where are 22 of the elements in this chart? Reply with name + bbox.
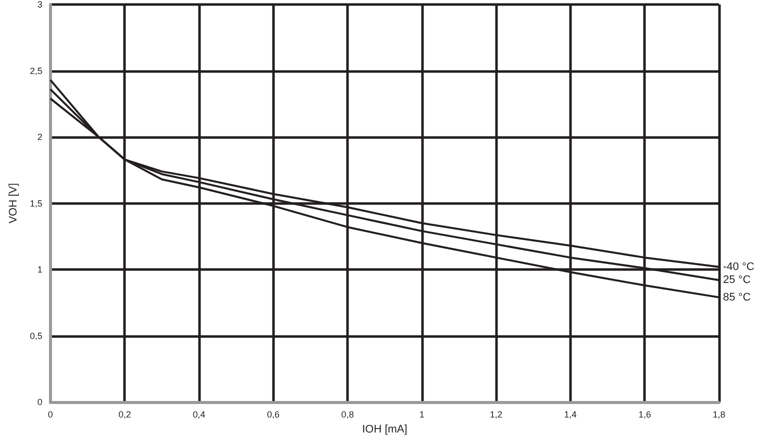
x-tick-label: 1,2 <box>490 410 502 420</box>
y-tick-label: 1 <box>37 264 42 274</box>
x-tick-label: 0,6 <box>267 410 280 420</box>
x-tick-label: 1 <box>419 410 424 420</box>
series-label: 85 °C <box>723 291 751 304</box>
y-tick-label: 2 <box>37 132 42 142</box>
x-tick-label: 1,4 <box>564 410 577 420</box>
x-tick-label: 1,8 <box>712 410 726 420</box>
y-axis-title: VOH [V] <box>8 183 20 224</box>
series-label: 25 °C <box>723 274 751 286</box>
series-label: -40 °C <box>723 260 754 273</box>
x-tick-label: 0,8 <box>341 410 354 420</box>
x-tick-label: 0,2 <box>118 410 131 420</box>
y-tick-label: 0 <box>37 397 42 407</box>
y-tick-label: 1,5 <box>30 198 42 208</box>
x-tick-label: 0,4 <box>192 410 206 420</box>
y-tick-label: 2,5 <box>30 66 42 76</box>
x-tick-label: 0 <box>48 410 53 420</box>
x-tick-label: 1,6 <box>638 410 651 420</box>
y-tick-label: 0,5 <box>30 330 42 341</box>
x-axis-title: IOH [mA] <box>362 424 408 436</box>
y-tick-label: 3 <box>37 0 42 10</box>
